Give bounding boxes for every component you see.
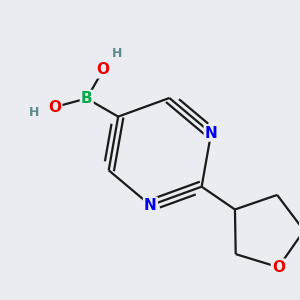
Text: N: N [144,198,157,213]
Text: O: O [97,62,110,77]
Text: B: B [81,91,92,106]
Text: O: O [272,260,285,275]
Text: H: H [29,106,39,119]
Text: H: H [112,47,122,60]
Text: O: O [48,100,61,115]
Text: N: N [205,125,218,140]
